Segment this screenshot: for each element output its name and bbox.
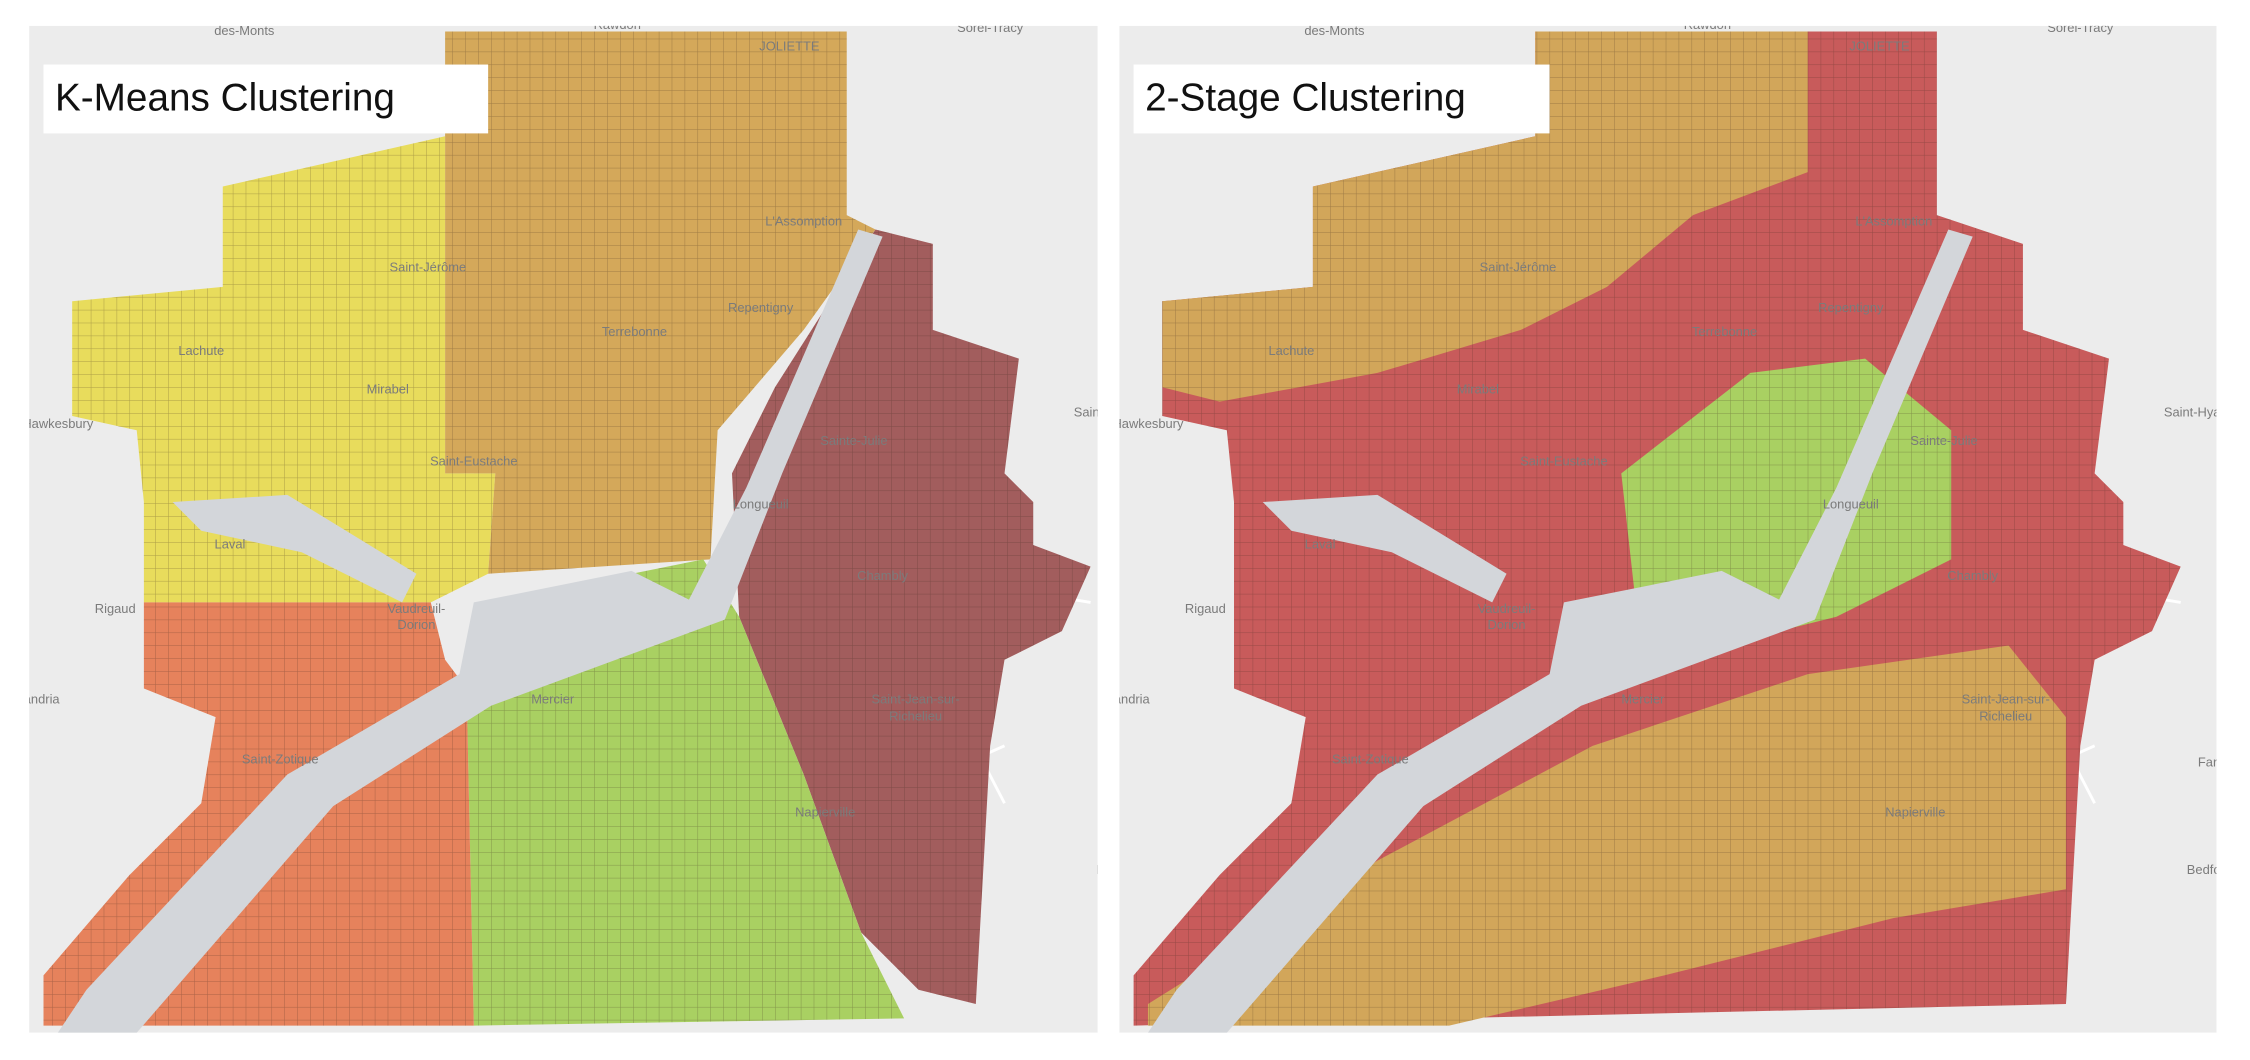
place-label: Saint-Jean-sur- — [1962, 691, 2050, 706]
place-label: Repentigny — [728, 300, 794, 315]
cluster-green-grid — [466, 559, 905, 1026]
place-label: Saint-Zotique — [242, 752, 319, 767]
river — [57, 229, 883, 1033]
place-label: Longueuil — [733, 496, 789, 511]
place-label: Lachute — [178, 343, 224, 358]
place-label: Saint-Eustache — [1520, 453, 1607, 468]
place-label: Bedford — [1097, 862, 1142, 877]
place-label: Chambly — [857, 568, 908, 583]
place-label: Hawkesbury — [22, 416, 93, 431]
place-label: Richelieu — [1979, 709, 2032, 724]
map-panel: des-Monts Rawdon JOLIETTE Sorel-Tracy Saint-… — [0, 17, 1165, 1033]
cluster-tan-grid — [1147, 645, 2066, 1026]
cluster-tan-grid — [1162, 31, 1808, 402]
place-label: Saint-Zotique — [1332, 752, 1409, 767]
place-label: Laval — [1305, 536, 1336, 551]
title-box — [1133, 64, 1550, 134]
place-label: L'Assomption — [765, 214, 842, 229]
place-label: des-Monts — [214, 23, 274, 38]
cluster-brown-grid — [731, 229, 1091, 1005]
place-label: Napierville — [1885, 805, 1945, 820]
panel-title: 2-Stage Clustering — [1145, 77, 1466, 120]
cluster-tan-grid — [445, 31, 876, 574]
place-label: Terrebonne — [1692, 324, 1757, 339]
place-label: Sainte-Julie — [820, 433, 887, 448]
place-label: Dorion — [397, 617, 435, 632]
place-label: Mercier — [1621, 691, 1665, 706]
lake — [1262, 494, 1507, 603]
place-label: Saint-Hyacinthe — [2164, 405, 2250, 420]
place-label: Rigaud — [95, 601, 136, 616]
place-label: Saint-Hyacinthe — [1074, 405, 1165, 420]
lake — [172, 494, 417, 603]
place-label: Saint-Jérôme — [1480, 260, 1557, 275]
cluster-yellow-grid — [72, 136, 496, 603]
place-label: Rigaud — [1185, 601, 1226, 616]
place-label: Alexandria — [1089, 691, 1151, 706]
place-label: JOLIETTE — [759, 39, 820, 54]
place-label: Alexandria — [0, 691, 60, 706]
place-label: Sorel-Tracy — [2047, 20, 2114, 35]
place-label: Saint-Jérôme — [390, 260, 467, 275]
place-label: Rawdon — [594, 17, 641, 32]
place-label: Richelieu — [889, 709, 942, 724]
title-box — [43, 64, 489, 134]
place-label: Saint-Eustache — [430, 453, 517, 468]
place-label: Lachute — [1268, 343, 1314, 358]
panel-title: K-Means Clustering — [55, 77, 395, 120]
place-label: Mirabel — [367, 382, 409, 397]
place-label: Laval — [215, 536, 246, 551]
place-label: Longueuil — [1823, 496, 1879, 511]
place-label: Bedford — [2187, 862, 2232, 877]
place-label: Saint-Jean-sur- — [872, 691, 960, 706]
place-label: Terrebonne — [602, 324, 667, 339]
place-label: Sainte-Julie — [1910, 433, 1977, 448]
river — [1147, 229, 1973, 1033]
place-label: Dorion — [1488, 617, 1526, 632]
place-label: Repentigny — [1818, 300, 1884, 315]
place-label: Vaudreuil- — [1478, 601, 1536, 616]
place-label: Farnham — [2198, 754, 2250, 769]
place-label: L'Assomption — [1855, 214, 1932, 229]
place-label: Sorel-Tracy — [957, 20, 1024, 35]
map-panel: des-Monts Rawdon JOLIETTE Sorel-Tracy Saint-… — [1089, 17, 2250, 1033]
place-label: Hawkesbury — [1112, 416, 1183, 431]
place-label: Mirabel — [1457, 382, 1499, 397]
place-label: JOLIETTE — [1849, 39, 1910, 54]
place-label: Chambly — [1947, 568, 1998, 583]
place-label: Rawdon — [1684, 17, 1731, 32]
place-label: Napierville — [795, 805, 855, 820]
place-label: Vaudreuil- — [388, 601, 446, 616]
place-label: Mercier — [531, 691, 575, 706]
place-label: des-Monts — [1304, 23, 1364, 38]
